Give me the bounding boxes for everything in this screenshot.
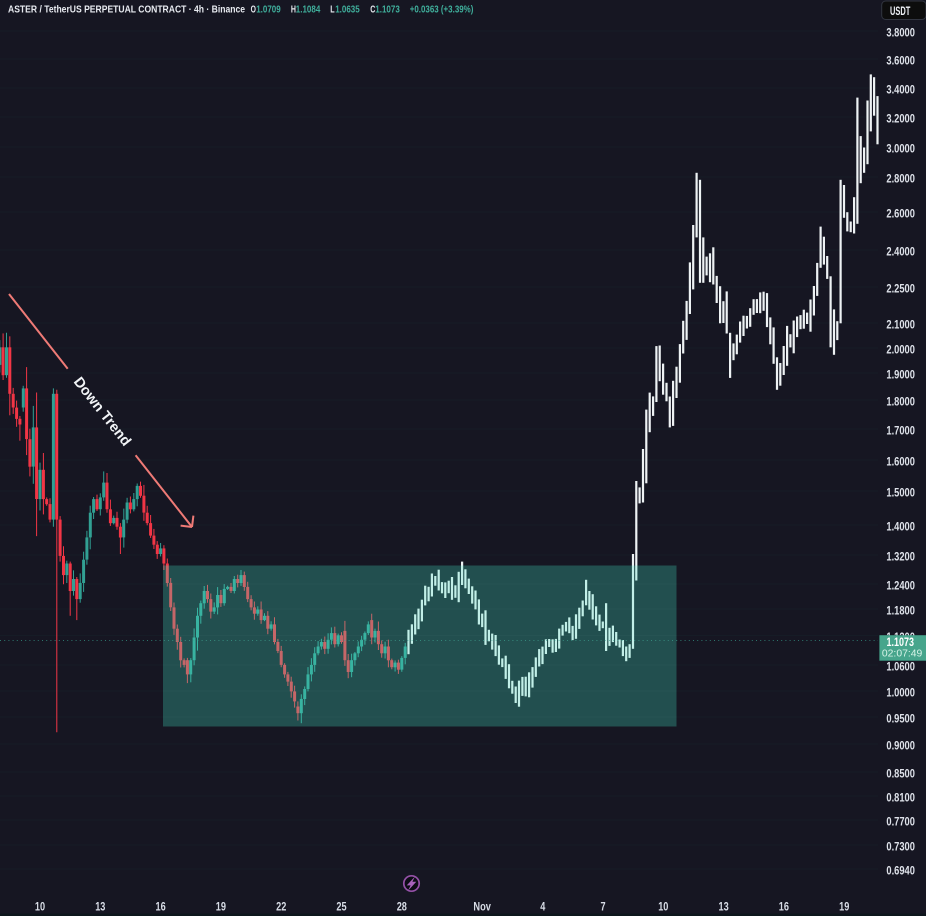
svg-text:1.2400: 1.2400 bbox=[886, 578, 915, 592]
svg-text:1.0600: 1.0600 bbox=[886, 659, 915, 673]
svg-text:H: H bbox=[291, 5, 296, 16]
svg-text:1.0000: 1.0000 bbox=[886, 685, 915, 699]
svg-text:3.0000: 3.0000 bbox=[886, 141, 915, 155]
svg-text:1.5000: 1.5000 bbox=[886, 485, 915, 499]
svg-text:0.8100: 0.8100 bbox=[886, 790, 915, 804]
svg-text:3.4000: 3.4000 bbox=[886, 82, 915, 96]
svg-text:28: 28 bbox=[397, 899, 407, 913]
svg-text:+0.0363 (+3.39%): +0.0363 (+3.39%) bbox=[410, 5, 474, 16]
svg-text:22: 22 bbox=[276, 899, 286, 913]
svg-text:O: O bbox=[251, 5, 256, 16]
svg-text:C: C bbox=[370, 5, 375, 16]
svg-text:1.8000: 1.8000 bbox=[886, 394, 915, 408]
svg-text:2.1000: 2.1000 bbox=[886, 317, 915, 331]
svg-text:13: 13 bbox=[719, 899, 729, 913]
svg-text:0.9000: 0.9000 bbox=[886, 738, 915, 752]
svg-text:1.6000: 1.6000 bbox=[886, 454, 915, 468]
svg-text:0.6940: 0.6940 bbox=[886, 863, 915, 877]
svg-text:0.7700: 0.7700 bbox=[886, 814, 915, 828]
svg-text:2.6000: 2.6000 bbox=[886, 206, 915, 220]
svg-text:ASTER / TetherUS PERPETUAL CON: ASTER / TetherUS PERPETUAL CONTRACT · 4h… bbox=[8, 5, 245, 16]
svg-text:1.0635: 1.0635 bbox=[335, 5, 360, 16]
svg-text:3.8000: 3.8000 bbox=[886, 25, 915, 39]
svg-text:2.2500: 2.2500 bbox=[886, 281, 915, 295]
svg-text:10: 10 bbox=[658, 899, 668, 913]
svg-text:Nov: Nov bbox=[473, 899, 491, 913]
svg-text:0.7300: 0.7300 bbox=[886, 839, 915, 853]
svg-text:16: 16 bbox=[156, 899, 166, 913]
svg-text:L: L bbox=[330, 5, 334, 16]
svg-text:16: 16 bbox=[779, 899, 789, 913]
svg-text:1.3200: 1.3200 bbox=[886, 549, 915, 563]
svg-text:3.6000: 3.6000 bbox=[886, 53, 915, 67]
svg-text:1.4000: 1.4000 bbox=[886, 519, 915, 533]
svg-text:0.9500: 0.9500 bbox=[886, 711, 915, 725]
svg-text:USDT: USDT bbox=[890, 4, 911, 18]
svg-text:1.7000: 1.7000 bbox=[886, 423, 915, 437]
svg-text:25: 25 bbox=[336, 899, 346, 913]
svg-text:19: 19 bbox=[839, 899, 849, 913]
svg-text:10: 10 bbox=[35, 899, 45, 913]
svg-text:1.1084: 1.1084 bbox=[296, 5, 321, 16]
svg-text:0.8500: 0.8500 bbox=[886, 766, 915, 780]
svg-text:2.4000: 2.4000 bbox=[886, 244, 915, 258]
svg-text:1.0709: 1.0709 bbox=[256, 5, 281, 16]
svg-text:13: 13 bbox=[95, 899, 105, 913]
svg-text:1.1073: 1.1073 bbox=[887, 635, 915, 649]
svg-text:4: 4 bbox=[540, 899, 545, 913]
svg-text:1.9000: 1.9000 bbox=[886, 367, 915, 381]
svg-text:3.2000: 3.2000 bbox=[886, 111, 915, 125]
svg-text:7: 7 bbox=[601, 899, 606, 913]
svg-text:2.0000: 2.0000 bbox=[886, 342, 915, 356]
svg-text:1.1800: 1.1800 bbox=[886, 603, 915, 617]
svg-text:2.8000: 2.8000 bbox=[886, 171, 915, 185]
svg-text:19: 19 bbox=[216, 899, 226, 913]
svg-text:02:07:49: 02:07:49 bbox=[882, 649, 923, 660]
svg-text:1.1073: 1.1073 bbox=[375, 5, 400, 16]
